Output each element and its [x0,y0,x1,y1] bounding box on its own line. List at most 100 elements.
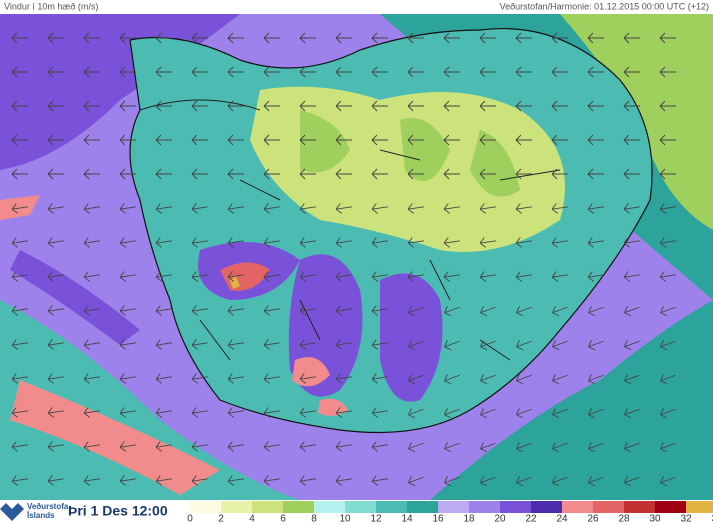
wind-arrow [588,476,604,487]
wind-arrow [47,237,64,248]
wind-arrow [371,32,388,44]
wind-arrow [299,66,316,78]
wind-arrow [516,306,532,317]
wind-arrow [263,373,280,384]
wind-arrow [371,168,388,180]
wind-arrow [119,271,136,282]
wind-arrow [47,203,64,214]
wind-arrow [551,271,568,282]
wind-arrow [660,374,676,385]
wind-arrow [47,66,64,78]
wind-arrow [155,305,172,316]
wind-arrow [587,203,604,214]
legend-swatch [376,501,407,513]
wind-arrow [227,134,244,146]
wind-arrow [443,66,460,78]
legend-label: 20 [494,514,506,525]
map [0,14,713,500]
wind-arrow [11,373,28,384]
wind-arrow [515,168,532,180]
wind-arrow [444,340,460,351]
wind-arrow [551,32,568,44]
wind-arrow [624,306,640,317]
wind-arrow [444,442,460,453]
wind-arrow [371,339,388,350]
wind-arrow [227,441,244,452]
legend-label: 32 [680,514,692,525]
wind-arrow [623,271,640,282]
wind-arrow [515,203,532,214]
wind-arrow [623,100,640,112]
wind-arrow [83,66,100,78]
wind-arrow [227,100,244,112]
wind-arrow [191,305,208,316]
wind-arrow [407,32,424,44]
legend-swatch [252,501,283,513]
wind-arrow [407,203,424,214]
wind-arrow [587,168,604,180]
wind-arrow [551,203,568,214]
wind-arrow [551,100,568,112]
forecast-time: Þri 1 Des 12:00 [68,503,168,519]
logo: Veðurstofa Íslands [0,502,69,521]
wind-arrow [480,442,496,453]
wind-arrow [263,168,280,180]
wind-arrow [335,100,352,112]
wind-arrow [47,373,64,384]
legend-swatch [469,501,500,513]
wind-arrow [371,134,388,146]
wind-arrow [227,32,244,44]
wind-arrow [191,66,208,78]
wind-arrow [335,339,352,350]
wind-arrow [47,271,64,282]
wind-arrow [191,441,208,452]
wind-arrow [371,475,388,486]
wind-arrow [335,168,352,180]
legend-label: 22 [525,514,537,525]
wind-arrow [587,271,604,282]
wind-arrow [335,407,352,418]
wind-arrow [515,134,532,146]
wind-arrow [83,237,100,248]
wind-arrow [11,66,28,78]
legend-label: 2 [218,514,224,525]
wind-arrow [407,100,424,112]
wind-arrow [47,32,64,44]
wind-arrow [407,134,424,146]
wind-arrow [83,305,100,316]
wind-arrow [515,100,532,112]
wind-arrow [11,339,28,350]
wind-arrow [83,168,100,180]
wind-arrow [11,203,28,214]
wind-arrow [659,203,676,214]
wind-arrow [371,441,388,452]
wind-arrow [83,134,100,146]
wind-arrow [444,374,460,385]
wind-arrow [11,134,28,146]
wind-arrow [119,475,136,486]
wind-arrow [588,408,604,419]
legend: 0246810121416182022242628303234 [187,501,713,525]
wind-arrow [11,168,28,180]
wind-arrow [11,475,28,486]
wind-arrow [119,305,136,316]
wind-arrow [516,374,532,385]
wind-arrow [155,237,172,248]
wind-arrow [335,203,352,214]
wind-arrow [660,408,676,419]
legend-label: 30 [649,514,661,525]
wind-arrow [515,66,532,78]
legend-label: 12 [370,514,382,525]
wind-arrow [227,237,244,248]
legend-label: 6 [280,514,286,525]
wind-arrow [191,32,208,44]
wind-arrow [155,441,172,452]
wind-arrow [11,407,28,418]
wind-arrow [624,476,640,487]
wind-arrow [155,100,172,112]
wind-arrow [47,339,64,350]
wind-arrow [119,32,136,44]
wind-arrow [155,475,172,486]
wind-arrow [227,271,244,282]
wind-arrow [191,475,208,486]
